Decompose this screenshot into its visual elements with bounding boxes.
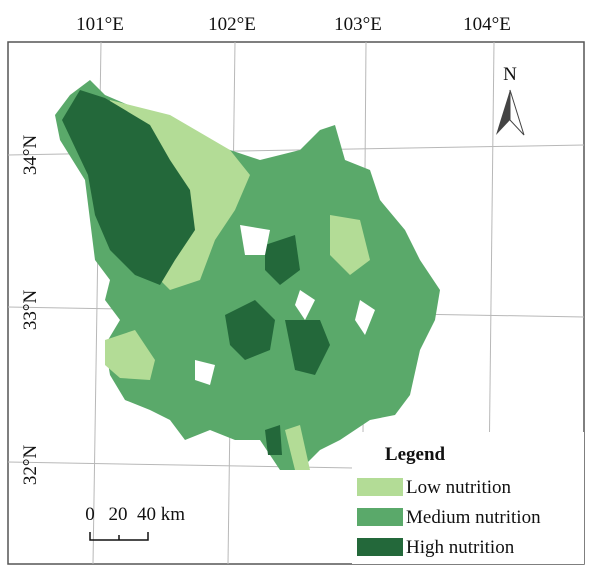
legend-label: Medium nutrition bbox=[406, 507, 541, 528]
gap bbox=[240, 225, 270, 255]
legend-swatch bbox=[357, 508, 403, 526]
high-area bbox=[265, 425, 282, 455]
longitude-label: 102°E bbox=[208, 14, 256, 35]
longitude-label: 101°E bbox=[76, 14, 124, 35]
legend-swatch bbox=[357, 478, 403, 496]
legend-label: High nutrition bbox=[406, 537, 515, 558]
longitude-label: 103°E bbox=[334, 14, 382, 35]
latitude-label: 34°N bbox=[20, 135, 41, 176]
legend-label: Low nutrition bbox=[406, 477, 512, 498]
scale-label: 20 bbox=[109, 504, 128, 525]
latitude-label: 33°N bbox=[20, 290, 41, 331]
latitude-label: 32°N bbox=[20, 445, 41, 486]
longitude-label: 104°E bbox=[463, 14, 511, 35]
scale-label: 40 km bbox=[137, 504, 185, 525]
north-label: N bbox=[503, 64, 517, 85]
legend: Legend Low nutrition Medium nutrition High… bbox=[352, 432, 584, 564]
map: 101°E 102°E 103°E 104°E 34°N 33°N 32°N N… bbox=[0, 0, 591, 570]
legend-swatch bbox=[357, 538, 403, 556]
scale-label: 0 bbox=[85, 504, 95, 525]
legend-title: Legend bbox=[385, 444, 446, 465]
